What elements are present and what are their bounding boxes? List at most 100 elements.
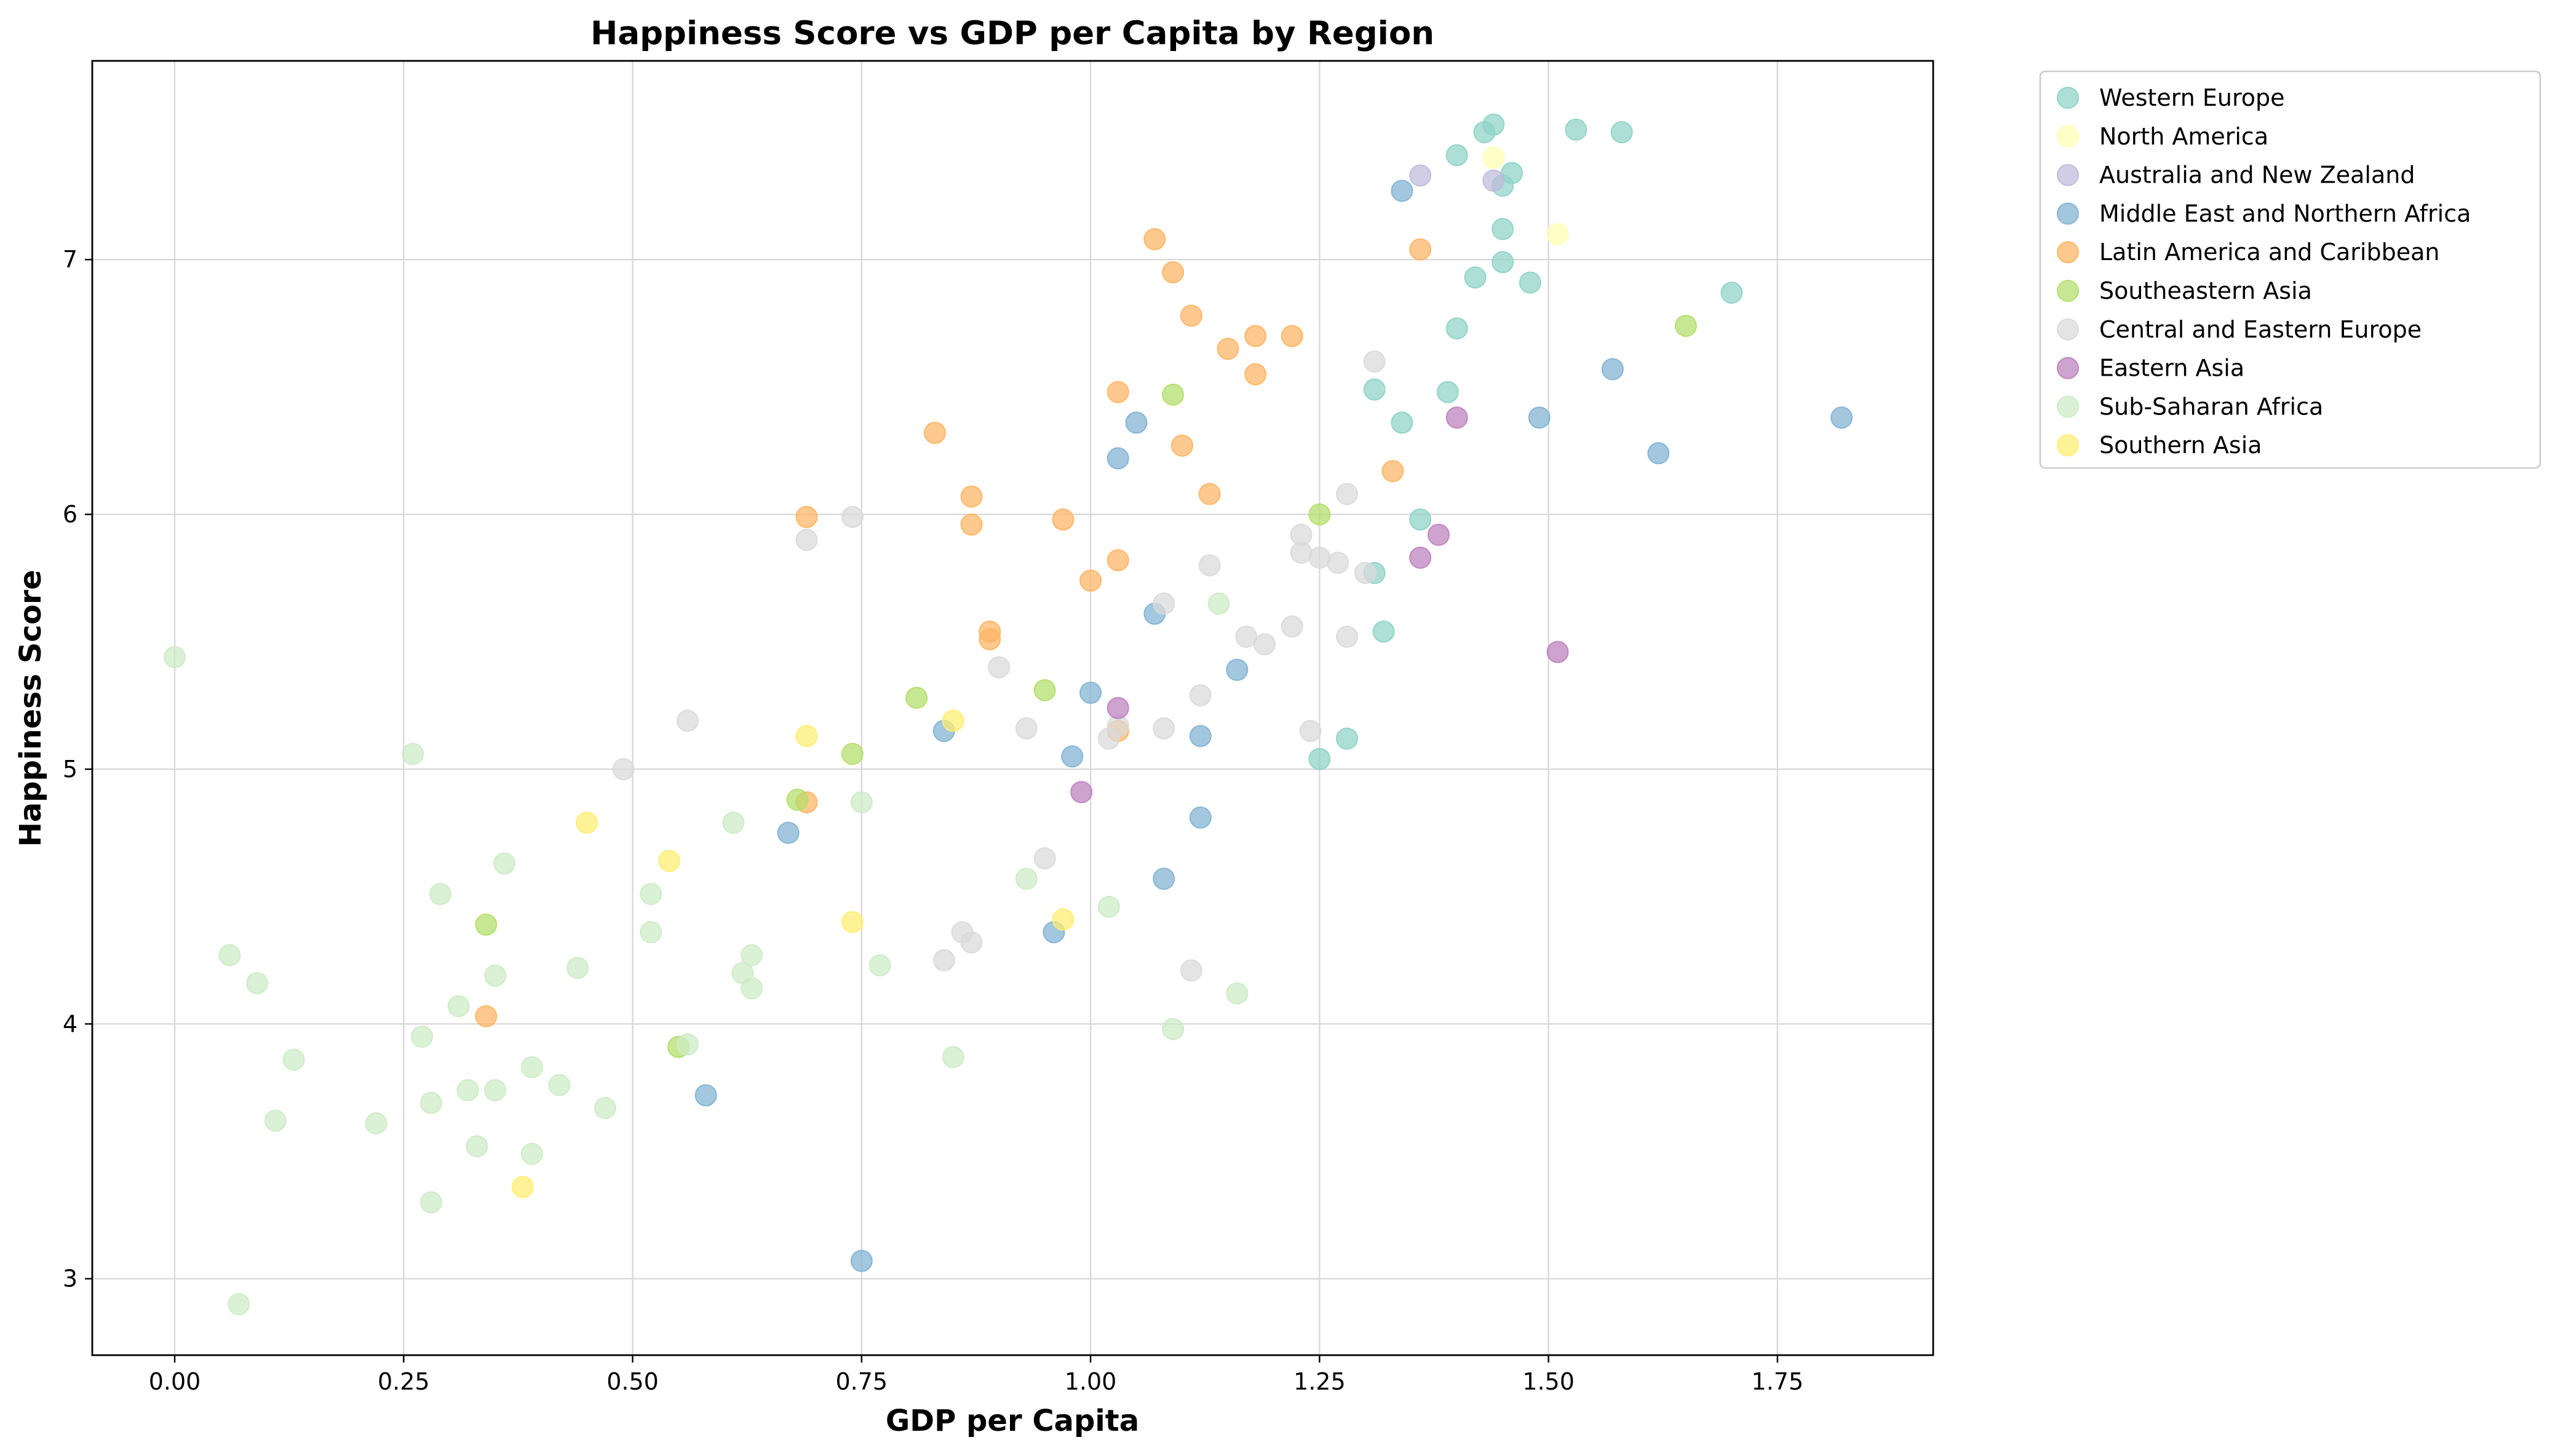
data-point [1409, 508, 1432, 531]
legend-items: Western Europe North America Australia and… [2057, 84, 2471, 459]
data-point [402, 743, 424, 766]
data-point [988, 656, 1011, 679]
data-point [1445, 406, 1468, 429]
legend-label: Middle East and Northern Africa [2099, 200, 2471, 227]
data-point [1610, 121, 1633, 144]
data-point [777, 821, 800, 844]
data-point [1189, 725, 1212, 748]
legend-label: Central and Eastern Europe [2099, 316, 2422, 343]
legend-marker [2057, 202, 2079, 225]
data-point [493, 852, 516, 875]
data-point [1473, 121, 1496, 144]
legend-item-western-europe: Western Europe [2057, 84, 2285, 111]
data-point [419, 1191, 442, 1214]
series-central-and-eastern-europe [612, 350, 1386, 982]
data-point [850, 791, 873, 813]
data-point [1372, 620, 1395, 643]
data-point [456, 1079, 479, 1102]
legend-item-sub-saharan-africa: Sub-Saharan Africa [2057, 393, 2323, 420]
data-point [1052, 908, 1075, 931]
legend-item-southern-asia: Southern Asia [2057, 432, 2262, 459]
data-point [1107, 381, 1129, 403]
data-point [640, 882, 662, 905]
legend-label: Southeastern Asia [2099, 277, 2312, 304]
data-point [1445, 144, 1468, 167]
data-point [676, 1033, 699, 1056]
data-point [1464, 266, 1487, 289]
data-point [741, 977, 763, 1000]
data-point [722, 811, 745, 834]
y-tick-label: 5 [63, 756, 77, 783]
data-point [566, 957, 589, 979]
data-point [1244, 363, 1267, 386]
data-point [1674, 314, 1697, 337]
data-point [228, 1293, 250, 1316]
legend-label: North America [2099, 123, 2268, 150]
data-point [960, 513, 983, 536]
data-point [1482, 169, 1505, 192]
data-point [841, 743, 864, 766]
data-point [520, 1056, 543, 1078]
data-point [1528, 406, 1551, 429]
data-point [1079, 681, 1102, 704]
data-point [932, 949, 955, 971]
x-tick-label: 0.25 [378, 1368, 430, 1395]
x-axis-label: GDP per Capita [886, 1404, 1139, 1438]
y-axis-ticks: 3 4 5 6 7 [63, 246, 92, 1292]
data-point [1381, 460, 1404, 483]
data-point [1409, 238, 1432, 261]
data-point [1052, 508, 1075, 531]
data-point [1153, 592, 1175, 615]
plot-area-frame [91, 60, 1934, 1356]
data-point [1391, 411, 1413, 434]
data-point [576, 811, 598, 834]
data-point [1363, 378, 1386, 401]
data-point [786, 788, 809, 811]
data-point [1647, 442, 1670, 465]
data-point [1107, 447, 1129, 470]
legend-label: Western Europe [2099, 84, 2285, 111]
data-point [658, 850, 681, 872]
y-tick-label: 3 [63, 1265, 77, 1292]
data-point [1336, 727, 1359, 750]
data-point [365, 1112, 387, 1134]
grid-lines [92, 61, 1933, 1355]
legend-label: Latin America and Caribbean [2099, 239, 2439, 266]
data-point [1299, 719, 1322, 742]
data-point [1162, 1018, 1185, 1040]
data-point [1409, 547, 1432, 569]
legend-item-eastern-asia: Eastern Asia [2057, 355, 2244, 382]
data-point [942, 710, 964, 732]
data-point [612, 758, 635, 780]
data-point [1207, 592, 1230, 615]
data-point [1308, 503, 1331, 526]
data-point [1336, 483, 1359, 505]
series-eastern-asia [1070, 406, 1569, 804]
data-point [1308, 547, 1331, 569]
x-tick-label: 1.75 [1752, 1368, 1804, 1395]
series-southeastern-asia [475, 314, 1697, 1058]
data-point [1097, 727, 1120, 750]
data-point [264, 1109, 287, 1132]
data-point [1015, 717, 1038, 740]
data-point [1189, 806, 1212, 829]
legend-marker [2057, 87, 2079, 109]
data-point [676, 710, 699, 732]
series-north-america [1482, 146, 1569, 245]
data-point [447, 995, 470, 1018]
data-point [1015, 868, 1038, 890]
data-point [246, 972, 269, 995]
data-point [1180, 959, 1202, 982]
data-point [1290, 541, 1313, 564]
data-point [1436, 381, 1459, 403]
data-point [905, 686, 928, 709]
data-point [1153, 717, 1175, 740]
data-point [942, 1046, 964, 1069]
data-point [1217, 338, 1239, 360]
data-point [841, 911, 864, 933]
data-point [1061, 745, 1084, 768]
data-point [1198, 483, 1221, 505]
data-point [1143, 228, 1166, 251]
legend-marker [2057, 241, 2079, 264]
